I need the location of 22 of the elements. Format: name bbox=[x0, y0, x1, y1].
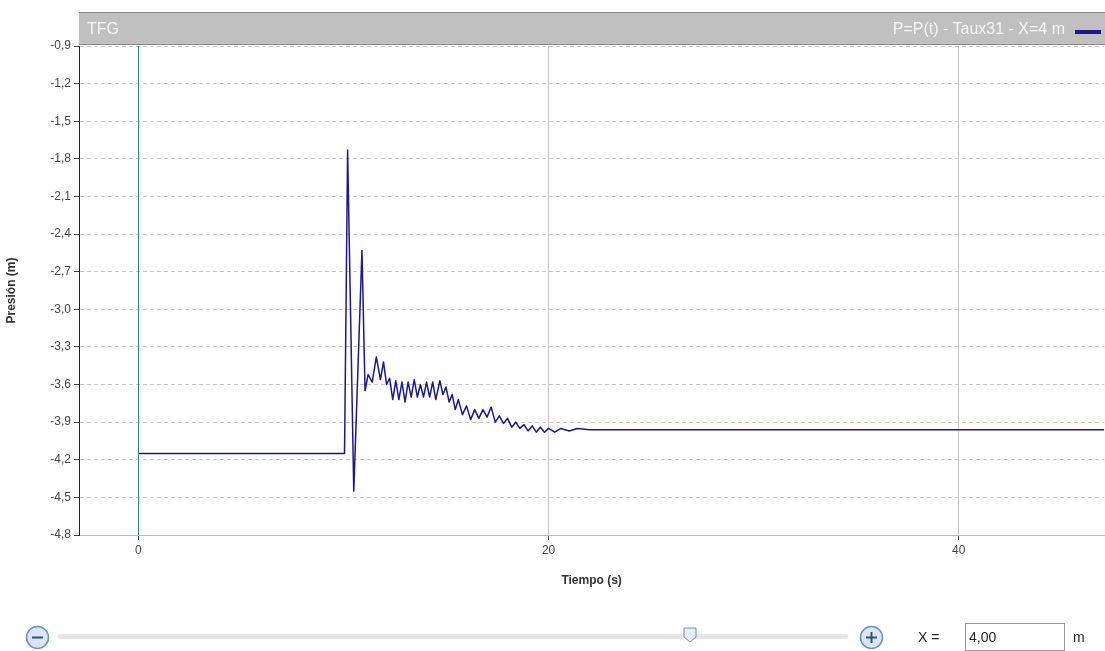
y-tick-label: -2,1 bbox=[50, 188, 72, 203]
y-tick-label: -2,7 bbox=[50, 264, 72, 278]
y-tick-label: -0,9 bbox=[50, 38, 72, 53]
y-tick-label: -4,8 bbox=[50, 527, 72, 542]
input-field: 4,00 bbox=[965, 623, 1065, 651]
y-tick-label: -3,9 bbox=[50, 414, 72, 429]
y-axis-title: Presión (m) bbox=[3, 257, 18, 324]
y-tick-label: -2,4 bbox=[50, 226, 72, 241]
y-tick-label: -1,5 bbox=[50, 113, 72, 128]
y-tick-label: -3,3 bbox=[50, 339, 72, 354]
y-tick-label: -3,0 bbox=[50, 301, 72, 316]
text: m bbox=[1073, 629, 1085, 645]
text: X = bbox=[918, 629, 940, 645]
y-tick-label: -3,6 bbox=[50, 376, 72, 391]
x-tick-label: 20 bbox=[541, 542, 556, 557]
y-tick-label: -4,2 bbox=[50, 452, 72, 467]
y-tick-label: -1,2 bbox=[50, 75, 72, 90]
y-tick-label: -4,5 bbox=[50, 489, 72, 504]
x-tick-label: 40 bbox=[951, 542, 966, 557]
y-tick-label: -1,8 bbox=[50, 151, 72, 166]
x-axis-title: Tiempo (s) bbox=[561, 573, 622, 588]
x-tick-label: 0 bbox=[135, 542, 143, 557]
